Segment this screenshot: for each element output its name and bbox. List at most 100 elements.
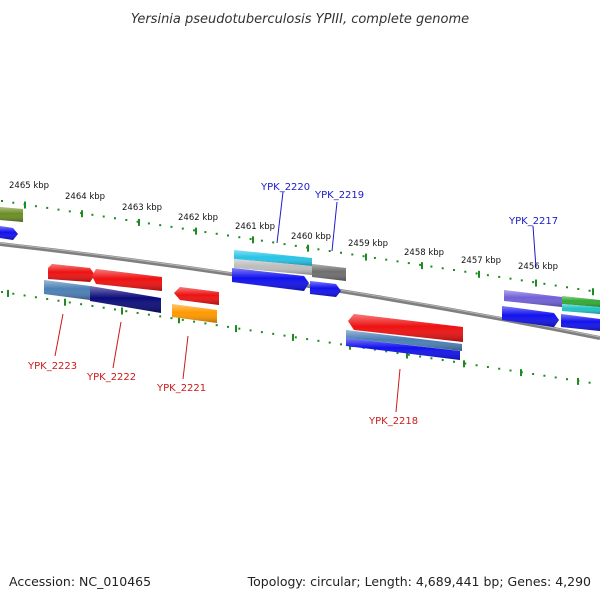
gene-label[interactable]: YPK_2221 (156, 383, 206, 394)
scale-dot (57, 208, 60, 211)
gene-2218-arrow[interactable] (348, 314, 463, 342)
scale-dot (407, 353, 410, 356)
scale-dot (328, 341, 331, 344)
gene-2222-arrow[interactable] (92, 269, 162, 291)
gene-right-blue-shade (561, 314, 600, 331)
kbp-label: 2459 kbp (348, 239, 388, 249)
gene-2219-gray[interactable] (312, 264, 346, 281)
scale-dot (373, 348, 376, 351)
gene-2218-steel[interactable] (346, 330, 462, 351)
gene-2220-cyan[interactable] (234, 250, 312, 266)
scale-dot (340, 343, 342, 346)
gene-2222-navy[interactable] (90, 286, 161, 313)
gene-2221-arrow-shade (174, 287, 219, 305)
gene-2223-steel[interactable] (44, 280, 90, 300)
gene-2223-arrow[interactable] (48, 264, 95, 282)
gene-2223-steel-shade (44, 280, 90, 300)
gene-2217-purple-shade (504, 290, 562, 307)
scale-dot (1, 291, 3, 293)
scale-dot (159, 315, 162, 318)
gene-label[interactable]: YPK_2219 (314, 190, 364, 201)
leader-line (331, 201, 338, 252)
scale-dot (204, 231, 207, 234)
scale-dot (34, 296, 37, 299)
scale-dot (486, 366, 489, 369)
gene-2218-blue-shade (346, 338, 460, 360)
gene-label[interactable]: YPK_2223 (27, 361, 77, 372)
scale-dot (125, 310, 128, 313)
scale-dot (317, 339, 320, 342)
scale-dot (566, 378, 568, 381)
scale-dot (532, 372, 535, 375)
gene-2217-green[interactable] (562, 296, 600, 307)
gene-2221-orange[interactable] (172, 304, 217, 323)
scale-dot (566, 286, 568, 289)
scale-dot (396, 260, 399, 263)
scale-labels: 2465 kbp 2464 kbp 2463 kbp 2462 kbp 2461… (9, 181, 558, 272)
scale-dot (227, 325, 229, 328)
scale-dot (147, 313, 150, 316)
gene-2223-arrow-shade (48, 264, 95, 282)
scale-dot (294, 336, 297, 339)
scale-dot (588, 289, 591, 292)
gene-2220-blue-shade (232, 268, 309, 291)
scale-dot (23, 294, 26, 297)
gene-label[interactable]: YPK_2222 (86, 372, 136, 383)
gene-2217-blue[interactable] (502, 306, 559, 327)
leader-line (54, 313, 64, 357)
kbp-label: 2464 kbp (65, 192, 105, 202)
scale-dot (193, 229, 196, 232)
scale-dot (1, 200, 3, 202)
kbp-label: 2465 kbp (9, 181, 49, 191)
scale-dot (68, 210, 71, 213)
scale-dot (509, 277, 512, 280)
gene-olive[interactable] (0, 207, 23, 222)
scale-dot (114, 308, 116, 311)
gene-right-blue[interactable] (561, 314, 600, 331)
gene-label[interactable]: YPK_2220 (260, 182, 310, 193)
scale-dot (317, 248, 320, 251)
gene-2217-teal-shade (562, 304, 600, 314)
scale-dot (136, 220, 139, 223)
scale-dot (159, 224, 162, 227)
scale-dot (543, 374, 546, 377)
gene-label[interactable]: YPK_2218 (368, 416, 418, 427)
scale-dot (136, 311, 139, 314)
scale-dot (373, 256, 376, 259)
gene-features (0, 207, 600, 360)
scale-dot (407, 262, 410, 265)
scale-dot (396, 352, 399, 355)
gene-2219-blue[interactable] (310, 281, 341, 297)
scale-dot (125, 218, 128, 221)
gene-2220-blue[interactable] (232, 268, 309, 291)
gene-2218-blue[interactable] (346, 338, 460, 360)
gene-2217-teal[interactable] (562, 304, 600, 314)
scale-dot (430, 265, 433, 268)
gene-label[interactable]: YPK_2217 (508, 216, 558, 227)
gene-2219-gray-shade (312, 264, 346, 281)
scale-dot (486, 274, 489, 277)
scale-dot (57, 299, 60, 302)
scale-dot (260, 331, 263, 334)
scale-dot (238, 236, 241, 239)
gene-2220-silver[interactable] (234, 259, 312, 275)
scale-dot (385, 350, 388, 353)
kbp-label: 2463 kbp (122, 203, 162, 213)
gene-2222-navy-shade (90, 286, 161, 313)
scale-dot (46, 206, 49, 209)
scale-dot (453, 269, 455, 272)
scale-dot (441, 359, 444, 362)
scale-track-inner (1, 289, 591, 385)
scale-dot (294, 244, 297, 247)
gene-labels: YPK_2220 YPK_2219 YPK_2217 YPK_2223 YPK_… (27, 182, 558, 427)
accession-text: Accession: NC_010465 (9, 574, 151, 589)
scale-dot (80, 303, 83, 306)
gene-2221-arrow[interactable] (174, 287, 219, 305)
scale-dot (238, 327, 241, 330)
gene-left-blue[interactable] (0, 226, 18, 240)
gene-2217-purple[interactable] (504, 290, 562, 307)
scale-dot (102, 215, 105, 218)
scale-dot (475, 272, 478, 275)
scale-dot (249, 329, 252, 332)
scale-dot (12, 292, 15, 295)
